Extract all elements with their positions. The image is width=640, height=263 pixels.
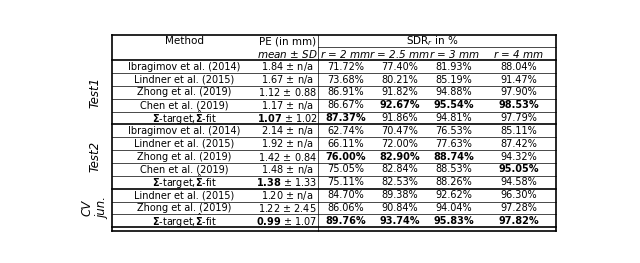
Text: 88.26%: 88.26% (436, 177, 472, 187)
Text: 62.74%: 62.74% (327, 126, 364, 136)
Text: 2.14 $\pm$ n/a: 2.14 $\pm$ n/a (260, 124, 314, 137)
Text: 76.00%: 76.00% (325, 151, 365, 161)
Text: 75.11%: 75.11% (327, 177, 364, 187)
Text: 77.63%: 77.63% (436, 139, 472, 149)
Text: CV
jun.: CV jun. (81, 197, 109, 219)
Text: 1.92 $\pm$ n/a: 1.92 $\pm$ n/a (260, 137, 314, 150)
Text: 85.11%: 85.11% (500, 126, 537, 136)
Text: 97.79%: 97.79% (500, 113, 537, 123)
Text: 82.53%: 82.53% (381, 177, 419, 187)
Text: 72.00%: 72.00% (381, 139, 419, 149)
Text: 84.70%: 84.70% (327, 190, 364, 200)
Text: 75.05%: 75.05% (327, 164, 364, 174)
Text: 77.40%: 77.40% (381, 62, 419, 72)
Text: 1.48 $\pm$ n/a: 1.48 $\pm$ n/a (260, 163, 314, 176)
Text: $r$ = 4 mm: $r$ = 4 mm (493, 48, 544, 60)
Text: 95.05%: 95.05% (498, 164, 539, 174)
Text: 90.84%: 90.84% (381, 203, 418, 213)
Text: 94.32%: 94.32% (500, 151, 537, 161)
Text: $\mathbf{0.99}$ $\pm$ 1.07: $\mathbf{0.99}$ $\pm$ 1.07 (257, 215, 317, 227)
Text: 80.21%: 80.21% (381, 74, 419, 84)
Text: 70.47%: 70.47% (381, 126, 419, 136)
Text: $r$ = 3 mm: $r$ = 3 mm (429, 48, 479, 60)
Text: 94.58%: 94.58% (500, 177, 537, 187)
Text: Ibragimov et al. (2014): Ibragimov et al. (2014) (128, 126, 241, 136)
Text: 97.90%: 97.90% (500, 87, 537, 97)
Text: Ibragimov et al. (2014): Ibragimov et al. (2014) (128, 62, 241, 72)
Text: Test1: Test1 (88, 77, 101, 108)
Text: 94.04%: 94.04% (436, 203, 472, 213)
Text: 1.20 $\pm$ n/a: 1.20 $\pm$ n/a (261, 189, 313, 201)
Text: 85.19%: 85.19% (436, 74, 472, 84)
Text: 94.88%: 94.88% (436, 87, 472, 97)
Text: 89.76%: 89.76% (325, 216, 365, 226)
Text: $r$ = 2.5 mm: $r$ = 2.5 mm (369, 48, 430, 60)
Text: Chen et al. (2019): Chen et al. (2019) (140, 100, 228, 110)
Text: 93.74%: 93.74% (380, 216, 420, 226)
Text: $\mathbf{1.38}$ $\pm$ 1.33: $\mathbf{1.38}$ $\pm$ 1.33 (257, 176, 317, 188)
Text: Test2: Test2 (88, 141, 101, 172)
Text: SDR$_r$ in %: SDR$_r$ in % (406, 34, 458, 48)
Text: 87.42%: 87.42% (500, 139, 537, 149)
Text: Zhong et al. (2019): Zhong et al. (2019) (137, 151, 231, 161)
Text: Lindner et al. (2015): Lindner et al. (2015) (134, 74, 234, 84)
Text: Method: Method (164, 36, 204, 46)
Text: 87.37%: 87.37% (325, 113, 365, 123)
Text: 76.53%: 76.53% (436, 126, 472, 136)
Text: 1.84 $\pm$ n/a: 1.84 $\pm$ n/a (261, 60, 314, 73)
Text: 82.90%: 82.90% (380, 151, 420, 161)
Text: 97.82%: 97.82% (498, 216, 539, 226)
Text: PE (in mm): PE (in mm) (259, 36, 316, 46)
Text: 91.82%: 91.82% (381, 87, 419, 97)
Text: 66.11%: 66.11% (327, 139, 364, 149)
Text: Zhong et al. (2019): Zhong et al. (2019) (137, 87, 231, 97)
Text: 95.54%: 95.54% (434, 100, 474, 110)
Text: 88.04%: 88.04% (500, 62, 537, 72)
Text: 92.62%: 92.62% (436, 190, 472, 200)
Text: $\mathbf{1.07}$ $\pm$ 1.02: $\mathbf{1.07}$ $\pm$ 1.02 (257, 112, 317, 124)
Text: 86.67%: 86.67% (327, 100, 364, 110)
Text: $\boldsymbol{\Sigma}$-target,$\hat{\boldsymbol{\Sigma}}$-fit: $\boldsymbol{\Sigma}$-target,$\hat{\bold… (152, 173, 217, 191)
Text: 91.86%: 91.86% (381, 113, 418, 123)
Text: $\boldsymbol{\Sigma}$-target,$\hat{\boldsymbol{\Sigma}}$-fit: $\boldsymbol{\Sigma}$-target,$\hat{\bold… (152, 109, 217, 127)
Text: 88.74%: 88.74% (434, 151, 474, 161)
Text: 82.84%: 82.84% (381, 164, 419, 174)
Text: 97.28%: 97.28% (500, 203, 537, 213)
Text: 73.68%: 73.68% (327, 74, 364, 84)
Text: 88.53%: 88.53% (436, 164, 472, 174)
Text: 95.83%: 95.83% (434, 216, 474, 226)
Text: 86.06%: 86.06% (327, 203, 364, 213)
Text: $r$ = 2 mm: $r$ = 2 mm (320, 48, 371, 60)
Text: 1.67 $\pm$ n/a: 1.67 $\pm$ n/a (260, 73, 314, 86)
Text: Lindner et al. (2015): Lindner et al. (2015) (134, 139, 234, 149)
Text: 89.38%: 89.38% (381, 190, 418, 200)
Text: 92.67%: 92.67% (380, 100, 420, 110)
Text: 1.22 $\pm$ 2.45: 1.22 $\pm$ 2.45 (258, 202, 316, 214)
Text: 96.30%: 96.30% (500, 190, 537, 200)
Text: Lindner et al. (2015): Lindner et al. (2015) (134, 190, 234, 200)
Text: Chen et al. (2019): Chen et al. (2019) (140, 164, 228, 174)
Text: 91.47%: 91.47% (500, 74, 537, 84)
Text: 1.17 $\pm$ n/a: 1.17 $\pm$ n/a (260, 99, 314, 112)
Text: 94.81%: 94.81% (436, 113, 472, 123)
Text: 71.72%: 71.72% (327, 62, 364, 72)
Text: 86.91%: 86.91% (327, 87, 364, 97)
Text: 1.12 $\pm$ 0.88: 1.12 $\pm$ 0.88 (258, 86, 317, 98)
Text: mean $\pm$ SD: mean $\pm$ SD (257, 48, 317, 60)
Text: 1.42 $\pm$ 0.84: 1.42 $\pm$ 0.84 (258, 150, 317, 163)
Text: Zhong et al. (2019): Zhong et al. (2019) (137, 203, 231, 213)
Text: $\boldsymbol{\Sigma}$-target,$\hat{\boldsymbol{\Sigma}}$-fit: $\boldsymbol{\Sigma}$-target,$\hat{\bold… (152, 212, 217, 230)
Text: 98.53%: 98.53% (498, 100, 539, 110)
Text: 81.93%: 81.93% (436, 62, 472, 72)
